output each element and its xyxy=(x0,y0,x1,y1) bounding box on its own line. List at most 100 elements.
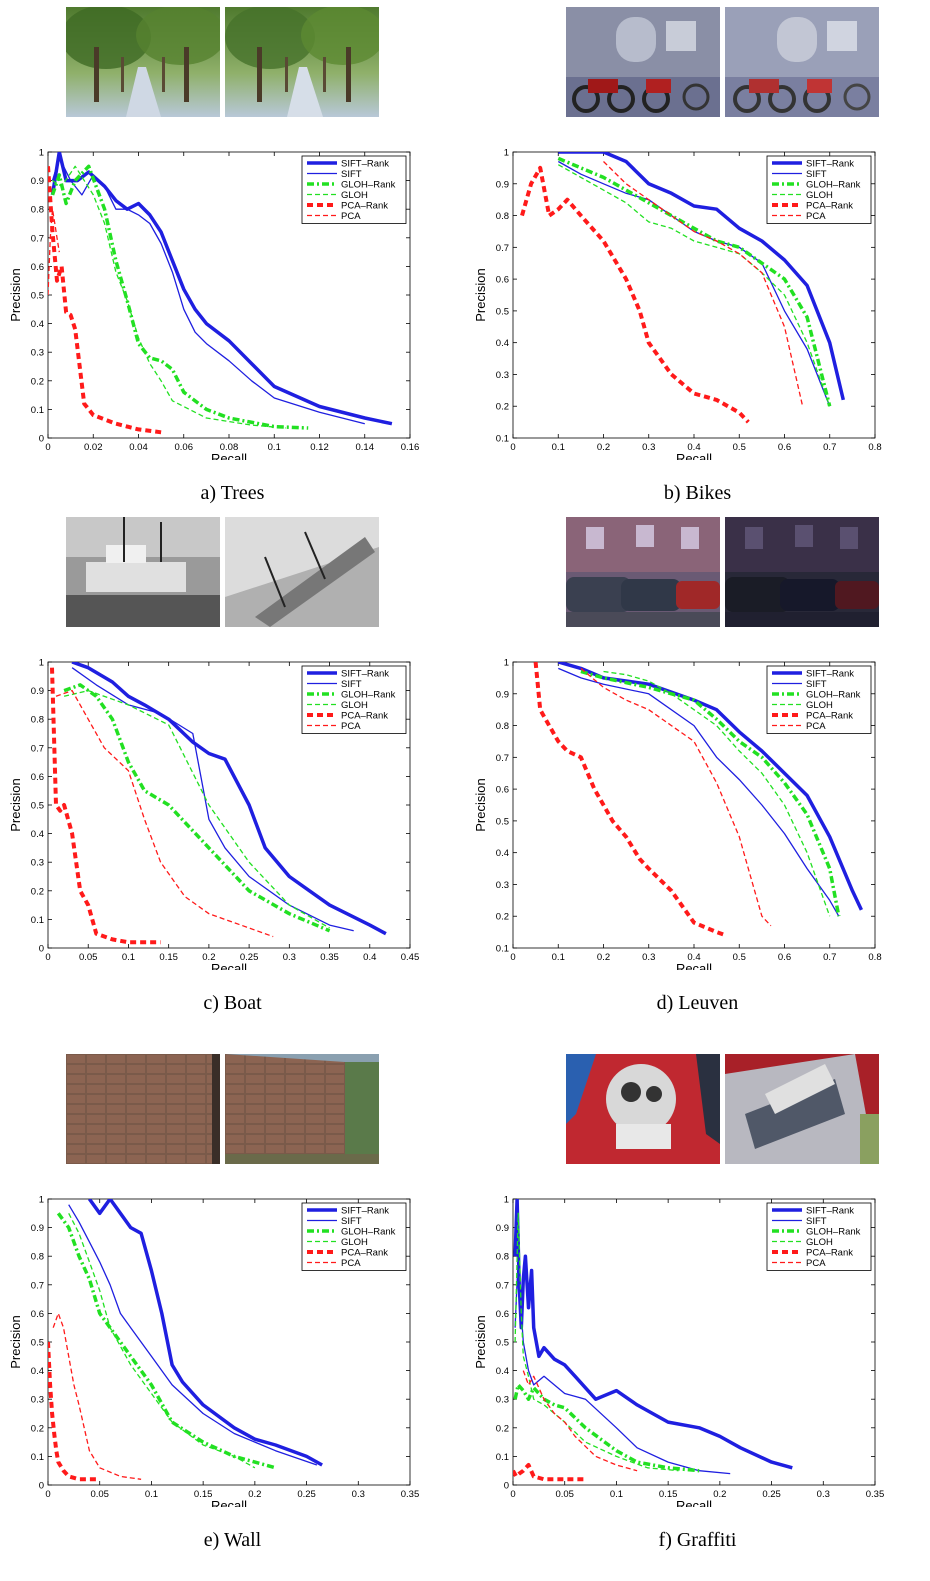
legend-label: SIFT xyxy=(341,1216,362,1227)
leuven-image-1 xyxy=(566,517,720,627)
x-tick-label: 0 xyxy=(510,952,515,963)
x-tick-label: 0.5 xyxy=(733,442,746,453)
x-tick-label: 0.15 xyxy=(159,952,178,963)
y-axis-label: Precision xyxy=(473,268,488,321)
y-tick-label: 0.5 xyxy=(496,306,509,317)
legend-label: GLOH xyxy=(806,190,833,201)
x-tick-label: 0.3 xyxy=(352,1489,365,1500)
y-tick-label: 0.2 xyxy=(31,1423,44,1434)
legend-label: SIFT–Rank xyxy=(341,159,389,170)
y-tick-label: 0.3 xyxy=(496,1395,509,1406)
y-tick-label: 0.7 xyxy=(496,753,509,764)
x-axis-label: Recall xyxy=(676,1498,712,1507)
y-tick-label: 0.6 xyxy=(31,772,44,783)
x-axis-label: Recall xyxy=(676,451,712,460)
x-tick-label: 0.1 xyxy=(122,952,135,963)
caption-leuven: d) Leuven xyxy=(465,992,930,1015)
image-pair xyxy=(66,1054,380,1164)
y-tick-label: 0.2 xyxy=(31,376,44,387)
x-tick-label: 0.8 xyxy=(868,442,881,453)
legend-label: GLOH xyxy=(341,700,368,711)
trees-image-1 xyxy=(66,7,220,117)
legend-label: PCA xyxy=(806,211,826,222)
x-tick-label: 0.2 xyxy=(713,1489,726,1500)
y-tick-label: 0 xyxy=(39,944,44,955)
y-tick-label: 1 xyxy=(504,148,509,159)
y-tick-label: 0.6 xyxy=(496,275,509,286)
y-tick-label: 1 xyxy=(39,148,44,159)
x-tick-label: 0.3 xyxy=(642,952,655,963)
x-tick-label: 0.16 xyxy=(401,442,420,453)
legend-label: PCA–Rank xyxy=(341,711,388,722)
legend-label: GLOH–Rank xyxy=(341,690,396,701)
x-tick-label: 0.35 xyxy=(320,952,339,963)
legend-label: SIFT–Rank xyxy=(806,669,854,680)
legend-label: SIFT xyxy=(806,679,827,690)
graffiti-image-1 xyxy=(566,1054,720,1164)
x-tick-label: 0.06 xyxy=(175,442,194,453)
x-axis-label: Recall xyxy=(211,1498,247,1507)
y-axis-label: Precision xyxy=(8,268,23,321)
y-tick-label: 0.3 xyxy=(31,1395,44,1406)
panel-graffiti: 0 0.05 0.1 0.15 0.2 0.25 0.3 0.35 0 0.1 0.2 0.3 0.4 0… xyxy=(465,1047,930,1574)
y-tick-label: 1 xyxy=(504,658,509,669)
y-axis-label: Precision xyxy=(8,778,23,831)
y-tick-label: 0.4 xyxy=(496,338,509,349)
y-tick-label: 0.4 xyxy=(496,1366,509,1377)
legend-label: PCA xyxy=(806,721,826,732)
x-tick-label: 0.1 xyxy=(268,442,281,453)
trees-image-2 xyxy=(225,7,379,117)
x-tick-label: 0.7 xyxy=(823,442,836,453)
x-tick-label: 0.15 xyxy=(659,1489,678,1500)
legend-label: PCA–Rank xyxy=(341,1248,388,1259)
x-tick-label: 0.2 xyxy=(248,1489,261,1500)
x-tick-label: 0.3 xyxy=(283,952,296,963)
y-tick-label: 0.9 xyxy=(31,686,44,697)
x-axis-label: Recall xyxy=(211,961,247,970)
y-tick-label: 0.8 xyxy=(496,211,509,222)
y-tick-label: 0.1 xyxy=(496,1452,509,1463)
y-tick-label: 0.3 xyxy=(496,880,509,891)
chart-bikes: 0 0.1 0.2 0.3 0.4 0.5 0.6 0.7 0.80.10.20.30.40.5… xyxy=(465,140,930,460)
panel-wall: 0 0.05 0.1 0.15 0.2 0.25 0.3 0.35 0 0.1 0.2 0.3 0.4 0… xyxy=(0,1047,465,1574)
y-tick-label: 0.4 xyxy=(31,319,44,330)
x-tick-label: 0 xyxy=(45,952,50,963)
y-tick-label: 0.2 xyxy=(496,1423,509,1434)
x-tick-label: 0.04 xyxy=(129,442,148,453)
image-pair xyxy=(66,517,380,627)
legend-label: PCA–Rank xyxy=(806,711,853,722)
y-tick-label: 0.1 xyxy=(496,434,509,445)
x-tick-label: 0.1 xyxy=(552,442,565,453)
y-tick-label: 0.5 xyxy=(31,801,44,812)
y-tick-label: 0.4 xyxy=(496,848,509,859)
legend-label: PCA–Rank xyxy=(806,1248,853,1259)
legend-label: PCA xyxy=(341,1258,361,1269)
legend-label: PCA–Rank xyxy=(806,201,853,212)
y-tick-label: 0.8 xyxy=(496,1252,509,1263)
legend-label: GLOH–Rank xyxy=(341,1227,396,1238)
y-tick-label: 0.6 xyxy=(496,785,509,796)
caption-wall: e) Wall xyxy=(0,1529,465,1552)
y-tick-label: 1 xyxy=(504,1195,509,1206)
x-tick-label: 0 xyxy=(510,1489,515,1500)
y-tick-label: 0.5 xyxy=(31,291,44,302)
y-tick-label: 0.4 xyxy=(31,829,44,840)
caption-boat: c) Boat xyxy=(0,992,465,1015)
legend-label: PCA xyxy=(806,1258,826,1269)
caption-bikes: b) Bikes xyxy=(465,482,930,505)
y-tick-label: 0.9 xyxy=(31,1223,44,1234)
caption-trees: a) Trees xyxy=(0,482,465,505)
x-axis-label: Recall xyxy=(211,451,247,460)
x-tick-label: 0.05 xyxy=(79,952,98,963)
x-tick-label: 0.2 xyxy=(597,442,610,453)
x-tick-label: 0.25 xyxy=(762,1489,781,1500)
chart-trees: 0 0.02 0.04 0.06 0.08 0.1 0.12 0.14 0.16 0 0.1 0.2 0… xyxy=(0,140,465,460)
legend-label: SIFT–Rank xyxy=(341,1206,389,1217)
y-tick-label: 0.6 xyxy=(31,1309,44,1320)
boat-image-2 xyxy=(225,517,379,627)
y-tick-label: 0.7 xyxy=(496,1280,509,1291)
legend-label: PCA xyxy=(341,721,361,732)
image-pair xyxy=(566,1054,880,1164)
bikes-image-2 xyxy=(725,7,879,117)
x-axis-label: Recall xyxy=(676,961,712,970)
